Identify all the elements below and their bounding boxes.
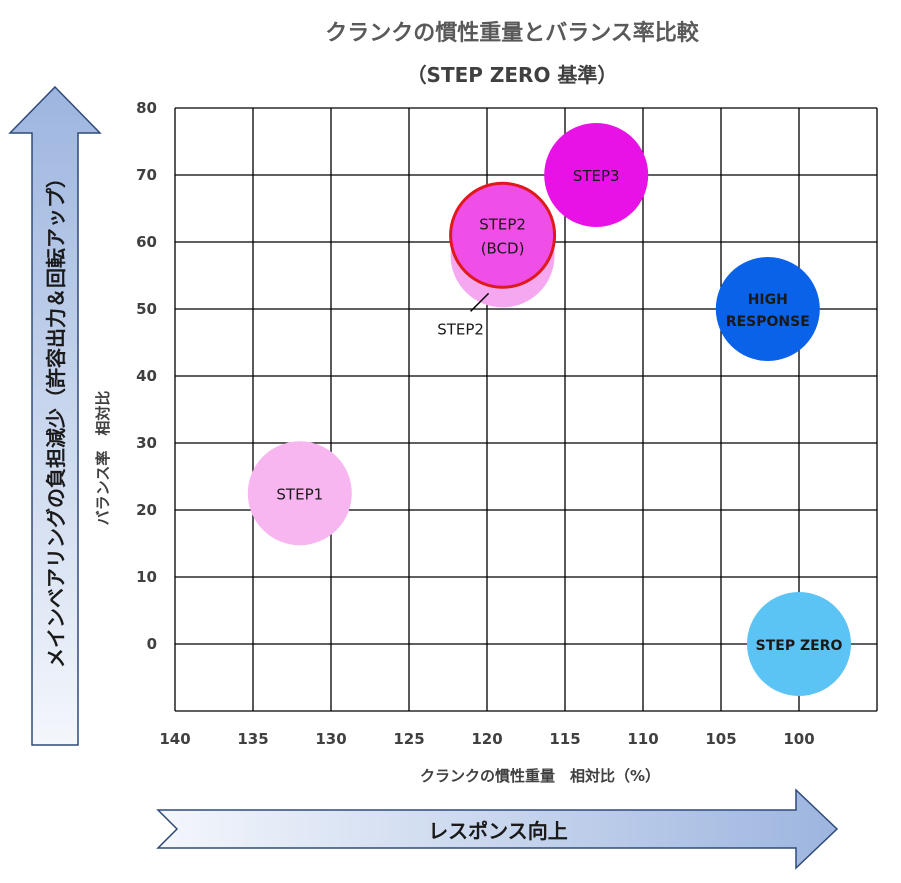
plot-grid xyxy=(174,107,878,712)
x-tick-label: 130 xyxy=(315,730,346,748)
bubble-step2-bcd xyxy=(449,181,557,289)
bubble-step-zero xyxy=(747,592,851,696)
y-tick-label: 60 xyxy=(136,233,157,251)
x-tick-label: 120 xyxy=(471,730,502,748)
y-tick-label: 80 xyxy=(136,99,157,117)
y-tick-label: 40 xyxy=(136,367,157,385)
bubble-labels: STEP1 STEP2 (BCD) STEP3 HIGH RESPONSE STEP ZER… xyxy=(276,167,842,654)
x-axis-label: クランクの慣性重量 相対比（%） xyxy=(420,767,660,785)
bubbles xyxy=(247,123,851,696)
y-tick-label: 0 xyxy=(147,635,157,653)
chart-subtitle: （STEP ZERO 基準） xyxy=(407,63,618,87)
bubble-label-step2-bcd: STEP2 xyxy=(479,215,526,233)
bubble-step1 xyxy=(247,441,352,546)
x-tick-label: 105 xyxy=(705,730,736,748)
bubble-label-step1: STEP1 xyxy=(276,485,323,503)
bubble-step3 xyxy=(544,123,649,227)
bubble-high-response xyxy=(715,257,820,361)
y-axis-label: バランス率 相対比 xyxy=(94,391,112,526)
horizontal-arrow-text: レスポンス向上 xyxy=(428,819,568,843)
bubble-label-high-response: HIGH xyxy=(748,292,788,308)
y-tick-label: 10 xyxy=(136,568,157,586)
axis-ticks: 140 135 130 125 120 115 110 105 1008070605040302… xyxy=(136,99,815,748)
bubble-label-step2-bcd: (BCD) xyxy=(481,239,525,257)
vertical-arrow: メインベアリングの負担減少（許容出力＆回転アップ） xyxy=(8,85,102,746)
bubble-label-step3: STEP3 xyxy=(573,167,620,185)
bubble-label-step-zero: STEP ZERO xyxy=(756,638,843,654)
x-tick-label: 125 xyxy=(393,730,424,748)
y-tick-label: 30 xyxy=(136,434,157,452)
y-tick-label: 50 xyxy=(136,300,157,318)
chart-title: クランクの慣性重量とバランス率比較 xyxy=(325,20,700,46)
x-tick-label: 110 xyxy=(627,730,658,748)
callout-label: STEP2 xyxy=(437,320,484,338)
x-tick-label: 100 xyxy=(783,730,814,748)
bubble-label-high-response: RESPONSE xyxy=(726,314,810,330)
x-tick-label: 135 xyxy=(237,730,268,748)
horizontal-arrow: レスポンス向上 xyxy=(156,788,839,870)
x-tick-label: 140 xyxy=(159,730,190,748)
vertical-arrow-text: メインベアリングの負担減少（許容出力＆回転アップ） xyxy=(44,168,68,668)
y-tick-label: 70 xyxy=(136,166,157,184)
y-tick-label: 20 xyxy=(136,501,157,519)
x-tick-label: 115 xyxy=(549,730,580,748)
callout-leader-line xyxy=(470,292,490,312)
